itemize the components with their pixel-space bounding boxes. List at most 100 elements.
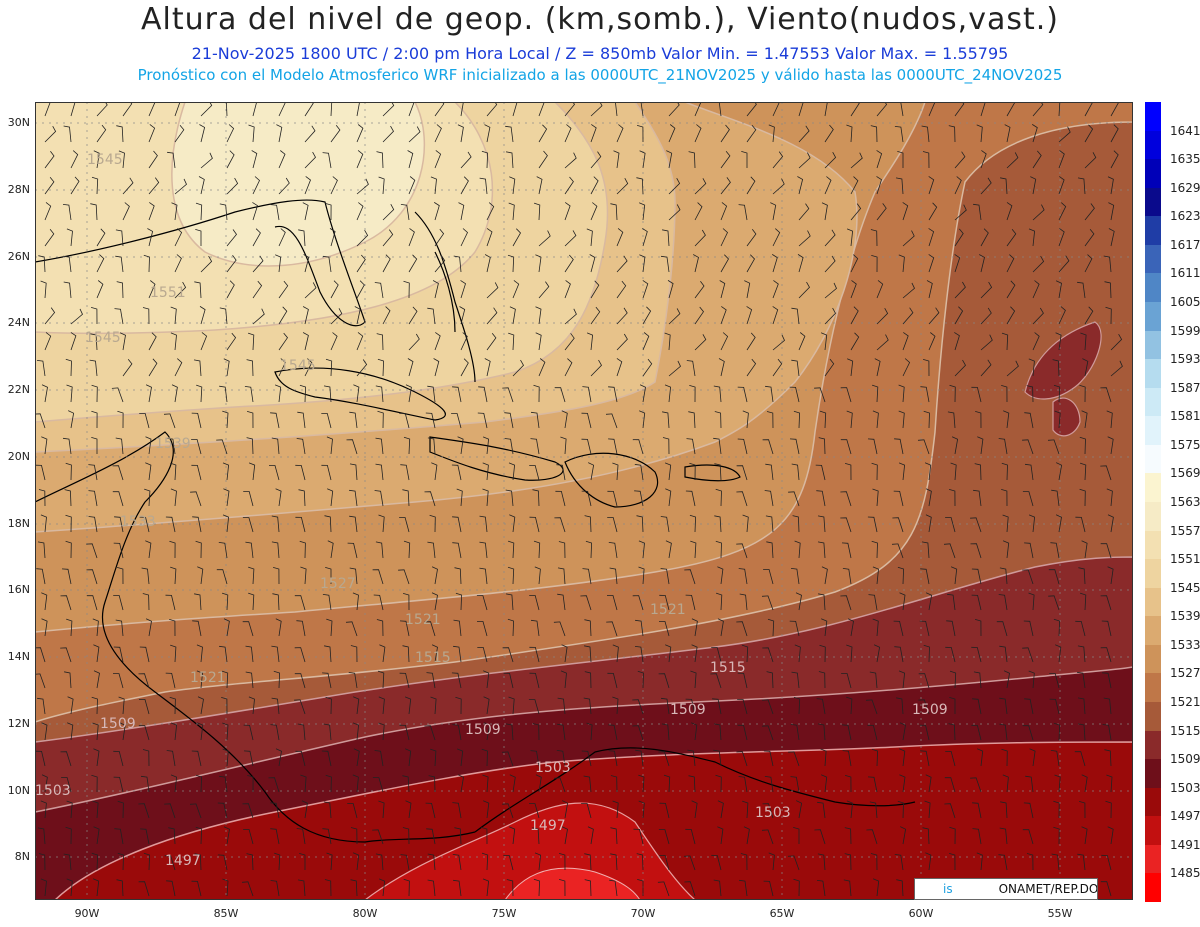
wind-barb — [1003, 410, 1010, 429]
wind-barb — [278, 358, 286, 377]
wind-barb — [980, 102, 986, 117]
wind-barb — [737, 724, 748, 741]
wind-barb — [1055, 514, 1062, 533]
colorbar-swatch — [1145, 587, 1161, 617]
wind-barb — [352, 774, 359, 793]
wind-barb — [736, 465, 748, 481]
wind-barb — [93, 670, 100, 689]
colorbar-label: 1563 — [1170, 495, 1200, 509]
wind-barb — [222, 748, 229, 767]
wind-barb — [659, 855, 670, 871]
wind-barb — [642, 306, 652, 325]
wind-barb — [375, 853, 384, 871]
wind-barb — [642, 332, 650, 351]
wind-barb — [871, 748, 879, 767]
wind-barb — [1102, 672, 1112, 689]
wind-barb — [610, 853, 618, 871]
wind-barb — [486, 228, 493, 247]
wind-barb — [372, 569, 384, 585]
wind-barb — [534, 566, 541, 585]
wind-barb — [356, 102, 360, 117]
wind-barb — [892, 517, 904, 533]
colorbar-swatch — [1145, 616, 1161, 646]
wind-barb — [451, 413, 462, 429]
wind-barb — [148, 124, 156, 143]
wind-barb — [529, 595, 540, 611]
wind-barb — [977, 748, 984, 767]
wind-barb — [846, 410, 853, 429]
wind-barb — [691, 644, 698, 663]
wind-barb — [225, 102, 228, 117]
wind-barb — [762, 725, 774, 741]
wind-barb — [897, 566, 905, 585]
wind-barb — [116, 879, 124, 897]
wind-barb — [925, 488, 932, 507]
wind-barb — [840, 491, 852, 507]
wind-barb — [996, 621, 1008, 637]
wind-barb — [302, 202, 309, 221]
wind-barb — [1052, 359, 1060, 377]
wind-barb — [1028, 514, 1036, 533]
wind-barb — [639, 254, 646, 273]
wind-barb — [582, 386, 592, 403]
wind-barb — [478, 386, 488, 403]
wind-barb — [303, 254, 310, 273]
wind-barb — [976, 852, 983, 871]
wind-barb — [271, 437, 280, 455]
wind-barb — [1058, 255, 1070, 273]
wind-barb — [529, 803, 540, 819]
wind-barb — [818, 437, 826, 455]
wind-barb — [196, 670, 203, 689]
wind-barb — [639, 150, 646, 169]
wind-barb — [330, 332, 338, 351]
wind-barb — [200, 255, 213, 273]
contour-label: 1545 — [85, 330, 121, 346]
wind-barb — [508, 696, 515, 715]
wind-barb — [868, 594, 878, 611]
wind-barb — [38, 853, 46, 871]
wind-barb — [950, 566, 958, 585]
wind-barb — [296, 620, 306, 637]
wind-barb — [191, 439, 202, 455]
wind-barb — [1047, 439, 1060, 455]
wind-barb — [817, 723, 826, 741]
wind-barb — [252, 228, 261, 247]
wind-barb — [138, 803, 150, 819]
wind-barb — [999, 827, 1008, 845]
wind-barb — [457, 774, 464, 793]
colorbar-label: 1569 — [1170, 466, 1200, 481]
wind-barb — [612, 800, 619, 819]
wind-barb — [403, 280, 410, 299]
wind-barb — [715, 774, 722, 793]
wind-barb — [1000, 177, 1008, 195]
wind-barb — [919, 620, 930, 637]
wind-barb — [588, 462, 595, 481]
wind-barb — [1022, 439, 1034, 455]
wind-barb — [636, 853, 644, 871]
wind-barb — [979, 254, 985, 273]
wind-barb — [453, 255, 462, 273]
wind-barb — [356, 280, 365, 299]
wind-barb — [609, 879, 618, 897]
wind-barb — [373, 594, 384, 611]
wind-barb — [502, 387, 514, 403]
wind-barb — [199, 124, 206, 143]
wind-barb — [1077, 281, 1086, 299]
contour-label: 1509 — [670, 702, 706, 718]
wind-barb — [352, 592, 359, 611]
wind-barb — [247, 332, 255, 351]
wind-barb — [1006, 360, 1019, 377]
wind-barb — [1050, 542, 1060, 559]
wind-barb — [272, 593, 280, 611]
wind-barb — [460, 280, 466, 299]
wind-barb — [89, 359, 98, 377]
wind-barb — [322, 828, 332, 845]
wind-barb — [772, 178, 785, 195]
wind-barb — [817, 541, 826, 559]
wind-barb — [122, 202, 130, 221]
wind-barb — [554, 517, 566, 533]
wind-barb — [504, 412, 514, 429]
wind-barb — [659, 594, 670, 611]
wind-barb — [954, 332, 960, 351]
wind-barb — [502, 647, 514, 663]
